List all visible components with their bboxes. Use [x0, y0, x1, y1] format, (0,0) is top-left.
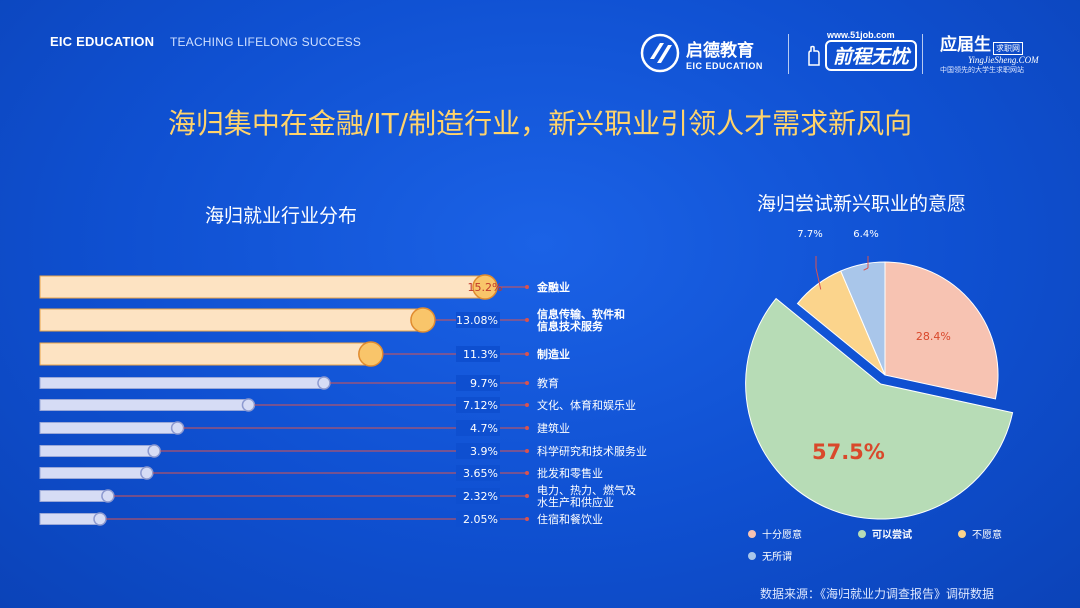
category-label-8-line-1: 水生产和供应业 — [537, 495, 614, 509]
leader-dot-6 — [525, 449, 529, 453]
bar-end-dot-2 — [358, 341, 384, 367]
page-title: 海归集中在金融/IT/制造行业，新兴职业引领人才需求新风向 — [167, 107, 913, 140]
category-label-1-line-0: 信息传输、软件和 — [537, 307, 625, 321]
yingjiesheng-sub: 中国领先的大学生求职网站 — [940, 66, 1024, 74]
legend-swatch-1 — [858, 530, 866, 538]
value-label-5: 4.7% — [470, 422, 498, 435]
value-label-bg-6 — [456, 443, 500, 459]
bar-9 — [39, 513, 101, 525]
value-label-bg-2 — [456, 346, 500, 362]
value-label-2: 11.3% — [463, 348, 498, 361]
hand-icon — [808, 45, 820, 66]
legend-swatch-3 — [748, 552, 756, 560]
yingjiesheng-tag: 求职网 — [993, 42, 1023, 55]
category-label-5: 建筑业 — [537, 421, 570, 435]
value-label-0: 15.2% — [468, 281, 503, 294]
leader-dot-2 — [525, 352, 529, 356]
data-source: 数据来源：《海归就业力调查报告》调研数据 — [760, 587, 995, 601]
value-label-3: 9.7% — [470, 377, 498, 390]
bar-2 — [39, 342, 372, 366]
bar-end-dot-9 — [93, 512, 107, 526]
pie-slice-1 — [745, 297, 1014, 520]
value-label-bg-4 — [456, 397, 500, 413]
bar-0 — [39, 275, 486, 299]
bar-end-dot-3 — [317, 376, 331, 390]
eic-logo-en: EIC EDUCATION — [686, 60, 763, 71]
pie-chart-title: 海归尝试新兴职业的意愿 — [757, 193, 967, 215]
pie-slice-0 — [884, 261, 999, 400]
bar-end-dot-6 — [147, 444, 161, 458]
bar-7 — [39, 467, 148, 479]
category-label-4: 文化、体育和娱乐业 — [537, 398, 636, 412]
bar-end-dot-7 — [140, 466, 154, 480]
value-label-9: 2.05% — [463, 513, 498, 526]
value-label-bg-3 — [456, 375, 500, 391]
leader-dot-1 — [525, 318, 529, 322]
yingjiesheng-logo: 应届生 求职网 YingJieSheng.COM 中国领先的大学生求职网站 — [940, 30, 1039, 76]
bar-end-dot-1 — [410, 307, 436, 333]
brand-name: EIC EDUCATION — [50, 34, 155, 49]
leader-dot-4 — [525, 403, 529, 407]
pie-slice-3 — [840, 261, 886, 376]
bar-3 — [39, 377, 325, 389]
bar-4 — [39, 399, 249, 411]
value-label-7: 3.65% — [463, 467, 498, 480]
51job-url: www.51job.com — [827, 30, 895, 40]
category-label-7: 批发和零售业 — [537, 466, 603, 480]
pie-label-1: 57.5% — [812, 440, 885, 464]
value-label-bg-5 — [456, 420, 500, 436]
51job-cn: 前程无忧 — [825, 40, 918, 71]
value-label-bg-9 — [456, 511, 500, 527]
pie-leader-2 — [815, 267, 822, 290]
pie-leader-3 — [863, 267, 869, 271]
leader-dot-7 — [525, 471, 529, 475]
bar-end-dot-8 — [101, 489, 115, 503]
value-label-4: 7.12% — [463, 399, 498, 412]
value-label-1: 13.08% — [456, 314, 498, 327]
legend-swatch-2 — [958, 530, 966, 538]
bar-chart-title: 海归就业行业分布 — [205, 205, 358, 227]
leader-dot-0 — [525, 285, 529, 289]
eic-logo-cn: 启德教育 — [686, 40, 754, 61]
category-label-0: 金融业 — [536, 280, 570, 294]
leader-dot-5 — [525, 426, 529, 430]
eic-logo-icon — [640, 33, 680, 73]
bar-5 — [39, 422, 179, 434]
category-label-1-line-1: 信息技术服务 — [537, 319, 604, 333]
bar-8 — [39, 490, 109, 502]
leader-dot-3 — [525, 381, 529, 385]
51job-logo: www.51job.com 前程无忧 — [805, 30, 918, 76]
pie-label-0: 28.4% — [916, 330, 951, 343]
category-label-6: 科学研究和技术服务业 — [537, 444, 647, 458]
value-label-8: 2.32% — [463, 490, 498, 503]
value-label-bg-1 — [456, 312, 500, 328]
bar-6 — [39, 445, 155, 457]
bar-end-dot-4 — [241, 398, 256, 412]
legend-label-0: 十分愿意 — [762, 528, 802, 541]
logo-divider-2 — [922, 34, 923, 74]
yingjiesheng-cn: 应届生 — [940, 35, 991, 55]
legend-label-3: 无所谓 — [762, 551, 792, 563]
leader-dot-9 — [525, 517, 529, 521]
category-label-2: 制造业 — [537, 347, 570, 361]
eic-logo: 启德教育 EIC EDUCATION — [640, 30, 763, 76]
category-label-3: 教育 — [537, 376, 559, 390]
logo-divider-1 — [788, 34, 789, 74]
value-label-bg-7 — [456, 465, 500, 481]
yingjiesheng-en: YingJieSheng.COM — [968, 55, 1039, 65]
value-label-bg-8 — [456, 488, 500, 504]
value-label-6: 3.9% — [470, 445, 498, 458]
leader-dot-8 — [525, 494, 529, 498]
legend-swatch-0 — [748, 530, 756, 538]
bar-1 — [39, 308, 424, 332]
pie-label-3: 6.4% — [853, 229, 878, 240]
bar-end-dot-5 — [170, 421, 185, 435]
category-label-8-line-0: 电力、热力、燃气及 — [537, 483, 636, 497]
legend-label-2: 不愿意 — [972, 528, 1002, 541]
legend-label-1: 可以尝试 — [872, 528, 912, 541]
category-label-9: 住宿和餐饮业 — [537, 512, 603, 526]
pie-label-2: 7.7% — [797, 229, 822, 240]
brand-slogan: TEACHING LIFELONG SUCCESS — [170, 35, 362, 49]
